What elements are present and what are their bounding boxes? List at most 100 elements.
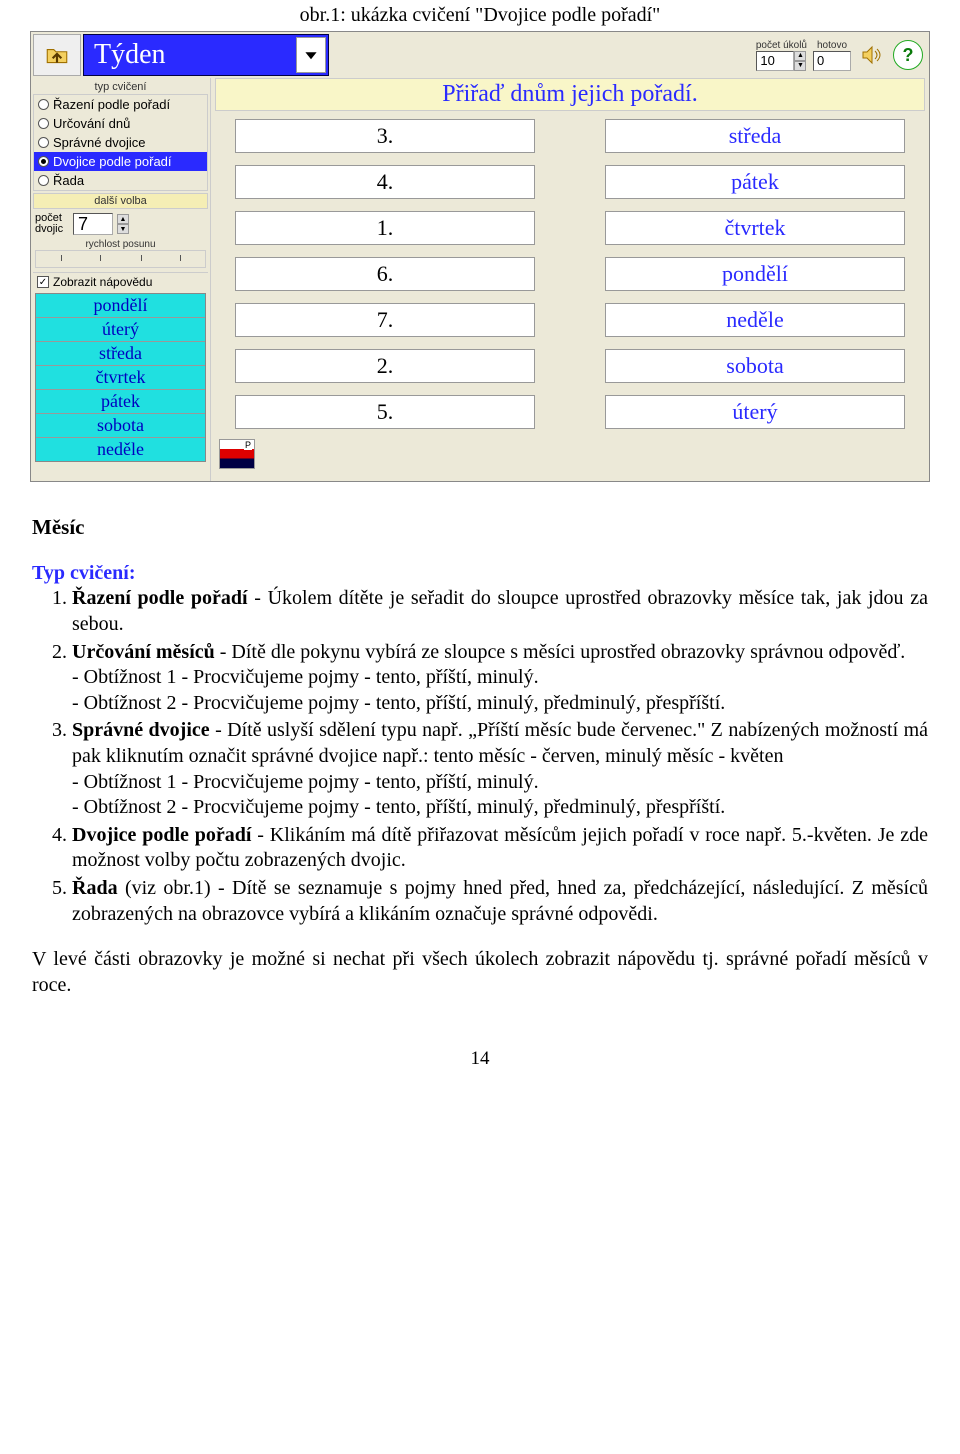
pair-row: 2. sobota (223, 349, 917, 383)
pair-number-cell[interactable]: 3. (235, 119, 535, 153)
pair-row: 4. pátek (223, 165, 917, 199)
pair-count-value: 7 (73, 213, 113, 235)
pair-day-cell[interactable]: středa (605, 119, 905, 153)
hint-item: středa (36, 342, 205, 366)
hint-item: neděle (36, 438, 205, 461)
pair-row: 7. neděle (223, 303, 917, 337)
hint-item: pátek (36, 390, 205, 414)
pair-count-label: počet dvojic (35, 213, 69, 235)
question-mark-icon: ? (903, 45, 914, 66)
spinner-up-icon[interactable]: ▲ (794, 51, 806, 61)
hint-item: úterý (36, 318, 205, 342)
li-title: Správné dvojice (72, 719, 210, 741)
sub-item: Obtížnost 1 - Procvičujeme pojmy - tento… (84, 771, 539, 793)
pair-row: 3. středa (223, 119, 917, 153)
done-label: hotovo (817, 40, 847, 51)
li-title: Dvojice podle pořadí (72, 824, 251, 846)
li-title: Řada (72, 877, 118, 899)
side-panel: typ cvičení Řazení podle pořadí Určování … (31, 78, 211, 481)
exercise-type-group: Řazení podle pořadí Určování dnů Správné d… (33, 94, 208, 191)
czech-flag-icon: P (219, 439, 255, 469)
hint-item: sobota (36, 414, 205, 438)
page-number: 14 (0, 1018, 960, 1080)
list-item: Řazení podle pořadí - Úkolem dítěte je s… (72, 586, 928, 637)
pair-day-cell[interactable]: úterý (605, 395, 905, 429)
radio-label: Dvojice podle pořadí (53, 154, 172, 169)
pair-day-cell[interactable]: neděle (605, 303, 905, 337)
radio-icon (38, 99, 49, 110)
li-title: Řazení podle pořadí (72, 587, 248, 609)
pair-row: 5. úterý (223, 395, 917, 429)
pair-number-cell[interactable]: 7. (235, 303, 535, 337)
radio-icon (38, 118, 49, 129)
pairs-grid: 3. středa 4. pátek 1. čtvrtek 6. pondělí 7. neděl… (215, 119, 925, 429)
pair-number-cell[interactable]: 6. (235, 257, 535, 291)
pair-count-spinner[interactable]: ▲ ▼ (117, 214, 129, 234)
sub-item: Obtížnost 1 - Procvičujeme pojmy - tento… (84, 666, 539, 688)
task-count-value: 10 (756, 51, 794, 71)
sub-item: Obtížnost 2 - Procvičujeme pojmy - tento… (84, 796, 726, 818)
pair-day-cell[interactable]: pátek (605, 165, 905, 199)
pair-number-cell[interactable]: 1. (235, 211, 535, 245)
pair-day-cell[interactable]: čtvrtek (605, 211, 905, 245)
list-item: Správné dvojice - Dítě uslyší sdělení ty… (72, 718, 928, 820)
sub-item: Obtížnost 2 - Procvičujeme pojmy - tento… (84, 692, 726, 714)
pair-number-cell[interactable]: 4. (235, 165, 535, 199)
radio-icon (38, 137, 49, 148)
pair-number-cell[interactable]: 2. (235, 349, 535, 383)
hint-item: pondělí (36, 294, 205, 318)
li-text: (viz obr.1) - Dítě se seznamuje s pojmy … (72, 877, 928, 925)
help-button[interactable]: ? (893, 40, 923, 70)
spinner-down-icon[interactable]: ▼ (117, 224, 129, 234)
topic-dropdown-label: Týden (94, 39, 166, 71)
language-flag-button[interactable]: P (219, 439, 925, 469)
pair-number-cell[interactable]: 5. (235, 395, 535, 429)
exercise-type-radio[interactable]: Dvojice podle pořadí (34, 152, 207, 171)
main-area: typ cvičení Řazení podle pořadí Určování … (31, 78, 929, 481)
instruction-text: Přiřaď dnům jejich pořadí. (215, 78, 925, 111)
li-text: - Dítě dle pokynu vybírá ze sloupce s mě… (215, 641, 906, 663)
show-hint-checkbox[interactable]: ✓ Zobrazit nápovědu (33, 272, 208, 291)
spinner-up-icon[interactable]: ▲ (117, 214, 129, 224)
exercise-type-radio[interactable]: Správné dvojice (34, 133, 207, 152)
document-body: Měsíc Typ cvičení: Řazení podle pořadí -… (0, 482, 960, 998)
exercise-type-label: typ cvičení (33, 80, 208, 94)
pair-count-row: počet dvojic 7 ▲ ▼ (33, 209, 208, 239)
folder-up-icon (44, 42, 70, 68)
radio-icon (38, 156, 49, 167)
list-item: Dvojice podle pořadí - Klikáním má dítě … (72, 823, 928, 874)
radio-label: Správné dvojice (53, 135, 146, 150)
spinner-down-icon[interactable]: ▼ (794, 61, 806, 71)
checkbox-icon: ✓ (37, 276, 49, 288)
pair-row: 1. čtvrtek (223, 211, 917, 245)
status-area: počet úkolů 10 ▲ ▼ hotovo 0 (750, 32, 929, 78)
pair-day-cell[interactable]: pondělí (605, 257, 905, 291)
done-value: 0 (813, 51, 851, 71)
other-options-label: další volba (33, 193, 208, 209)
speed-slider[interactable] (35, 250, 206, 268)
show-hint-label: Zobrazit nápovědu (53, 275, 152, 289)
hint-list: pondělíúterýstředačtvrtekpáteksobotanedě… (35, 293, 206, 462)
speaker-icon (860, 43, 884, 67)
folder-up-button[interactable] (33, 34, 81, 76)
list-item: Řada (viz obr.1) - Dítě se seznamuje s p… (72, 876, 928, 927)
work-area: Přiřaď dnům jejich pořadí. 3. středa 4. pát… (211, 78, 929, 481)
radio-label: Řada (53, 173, 84, 188)
sound-button[interactable] (857, 40, 887, 70)
exercise-type-radio[interactable]: Určování dnů (34, 114, 207, 133)
chevron-down-icon[interactable] (296, 37, 326, 73)
pair-row: 6. pondělí (223, 257, 917, 291)
radio-icon (38, 175, 49, 186)
topic-dropdown[interactable]: Týden (83, 34, 329, 76)
top-bar: Týden počet úkolů 10 ▲ ▼ hotovo 0 (31, 32, 929, 78)
pair-day-cell[interactable]: sobota (605, 349, 905, 383)
hint-item: čtvrtek (36, 366, 205, 390)
flag-letter: P (244, 440, 252, 450)
typ-label: Typ cvičení: (32, 561, 928, 587)
exercise-type-radio[interactable]: Řazení podle pořadí (34, 95, 207, 114)
task-count-spinner[interactable]: ▲ ▼ (794, 51, 806, 71)
exercise-list: Řazení podle pořadí - Úkolem dítěte je s… (32, 586, 928, 927)
footer-paragraph: V levé části obrazovky je možné si necha… (32, 947, 928, 998)
exercise-type-radio[interactable]: Řada (34, 171, 207, 190)
radio-label: Řazení podle pořadí (53, 97, 170, 112)
